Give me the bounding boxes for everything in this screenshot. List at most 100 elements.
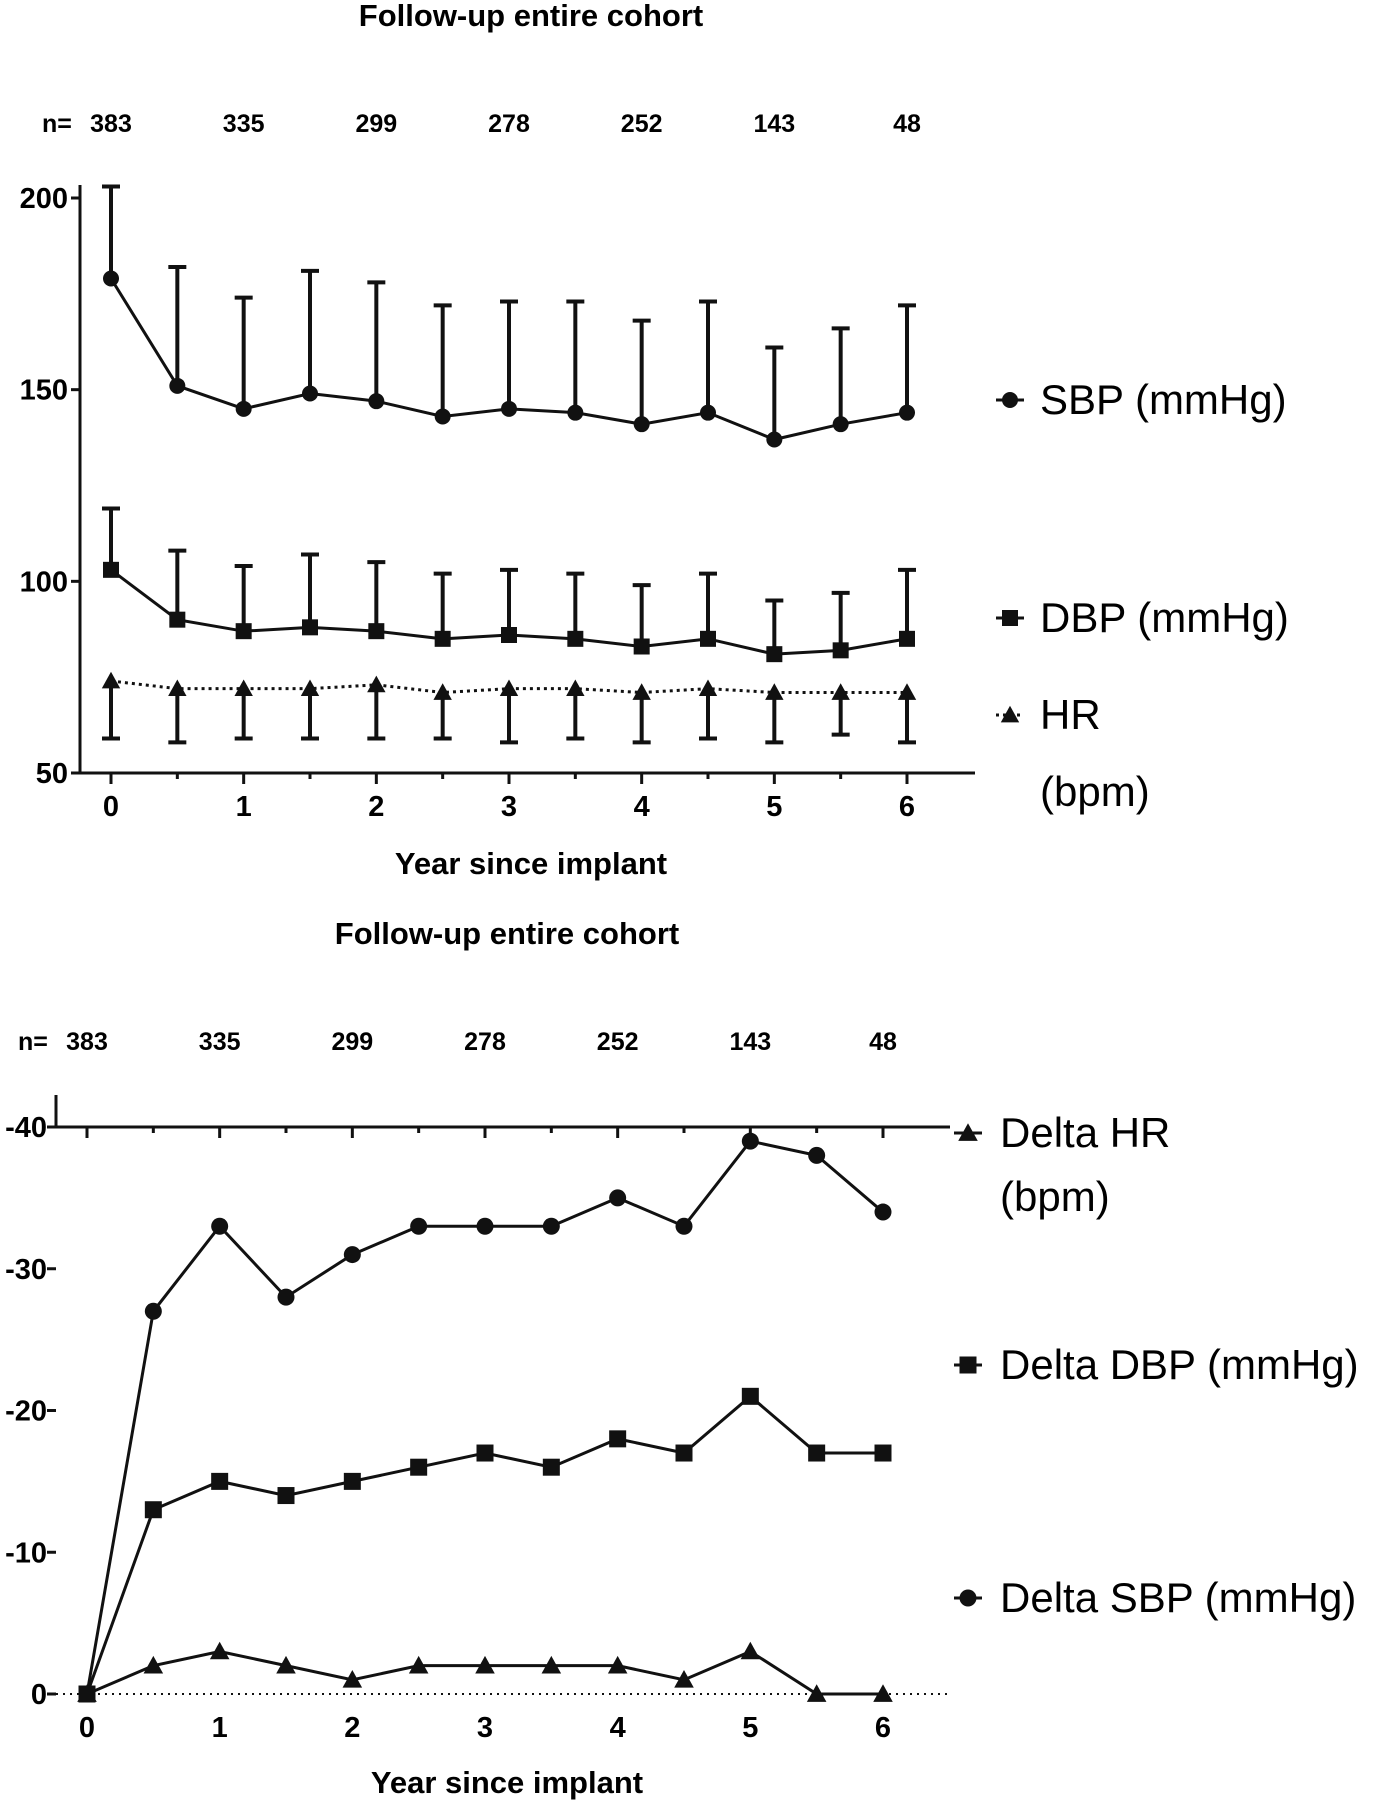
legend-marker: [959, 1589, 977, 1607]
x-axis-label: Year since implant: [371, 1765, 643, 1800]
data-point: [277, 1288, 295, 1306]
data-point: [434, 630, 451, 647]
legend-label: SBP (mmHg): [1040, 376, 1287, 423]
data-point: [234, 679, 253, 697]
data-point: [302, 385, 318, 402]
data-point: [633, 416, 650, 433]
x-tick-label: 3: [477, 1712, 493, 1744]
x-tick-label: 1: [236, 791, 252, 823]
y-tick-label: 50: [36, 758, 68, 790]
data-point: [368, 623, 385, 640]
n-value: 335: [223, 110, 265, 138]
n-value: 278: [488, 110, 530, 138]
data-point: [300, 679, 320, 697]
y-tick-label: 100: [20, 566, 68, 598]
legend-marker: [1002, 610, 1018, 626]
legend-label: Delta DBP (mmHg): [1000, 1341, 1359, 1388]
data-point: [698, 679, 718, 697]
data-point: [873, 1684, 893, 1702]
data-point: [808, 1146, 826, 1164]
data-point: [144, 1302, 162, 1320]
data-point: [103, 270, 119, 287]
data-point: [874, 1444, 892, 1462]
data-point: [741, 1387, 759, 1405]
y-tick-label: -40: [5, 1112, 47, 1144]
n-value: 252: [621, 110, 663, 138]
data-point: [632, 683, 651, 700]
data-point: [766, 646, 783, 663]
x-tick-label: 2: [344, 1712, 360, 1744]
data-point: [542, 1458, 560, 1476]
data-point: [567, 630, 584, 647]
data-point: [144, 1501, 162, 1519]
data-point: [209, 1641, 230, 1660]
data-point: [343, 1472, 361, 1490]
data-point: [501, 627, 517, 643]
data-point: [168, 679, 187, 697]
x-tick-label: 4: [610, 1712, 626, 1744]
data-point: [700, 630, 716, 647]
data-point: [476, 1444, 494, 1462]
data-point: [410, 1217, 428, 1235]
data-point: [831, 683, 850, 700]
data-point: [169, 611, 186, 628]
data-point: [740, 1641, 761, 1660]
legend-item: HR (bpm): [996, 691, 1150, 815]
legend-item: SBP (mmHg): [996, 376, 1287, 423]
data-point: [235, 400, 252, 417]
data-point: [542, 1217, 560, 1235]
legend-marker: [1000, 705, 1020, 723]
y-tick-label: 0: [31, 1679, 47, 1711]
x-tick-label: 1: [212, 1712, 228, 1744]
series-sbp-mmhg: [102, 184, 916, 448]
n-value: 278: [464, 1028, 506, 1056]
n-value: 299: [331, 1028, 373, 1056]
series-delta-hr-bpm: [77, 1641, 893, 1702]
n-label: n=: [42, 110, 72, 138]
series-line: [85, 1394, 883, 1695]
data-point: [211, 1472, 229, 1490]
data-point: [103, 561, 119, 578]
x-tick-label: 2: [368, 791, 384, 823]
data-point: [541, 1655, 562, 1674]
n-value: 252: [597, 1028, 639, 1056]
legend-label: Delta SBP (mmHg): [1000, 1574, 1356, 1621]
y-tick-label: 200: [20, 183, 68, 215]
data-point: [367, 675, 386, 693]
x-tick-label: 5: [742, 1712, 758, 1744]
data-point: [566, 679, 585, 697]
n-value: 143: [729, 1028, 771, 1056]
n-value: 143: [753, 110, 795, 138]
data-point: [143, 1655, 164, 1674]
data-point: [609, 1430, 627, 1448]
data-point: [302, 619, 318, 636]
legend-item: Delta HR (bpm): [954, 1109, 1170, 1220]
data-point: [897, 683, 917, 700]
y-tick-label: -10: [5, 1537, 47, 1569]
data-point: [832, 416, 849, 433]
data-point: [675, 1217, 693, 1235]
chart-title: Follow-up entire cohort: [359, 0, 703, 33]
data-point: [101, 671, 121, 689]
data-point: [765, 683, 784, 700]
x-tick-label: 4: [634, 791, 650, 823]
data-point: [211, 1217, 229, 1235]
data-point: [434, 408, 451, 425]
data-point: [609, 1189, 627, 1207]
data-point: [169, 377, 186, 394]
data-point: [675, 1444, 693, 1462]
series-delta-sbp-mmhg: [78, 1132, 892, 1703]
data-point: [832, 642, 849, 659]
data-point: [899, 630, 915, 647]
n-label: n=: [18, 1028, 48, 1056]
data-point: [674, 1670, 694, 1688]
x-axis-label: Year since implant: [395, 846, 667, 881]
chart-title: Follow-up entire cohort: [335, 916, 679, 951]
data-point: [433, 683, 452, 700]
data-point: [567, 404, 584, 421]
legend-item: Delta SBP (mmHg): [954, 1574, 1356, 1621]
data-point: [276, 1655, 296, 1674]
